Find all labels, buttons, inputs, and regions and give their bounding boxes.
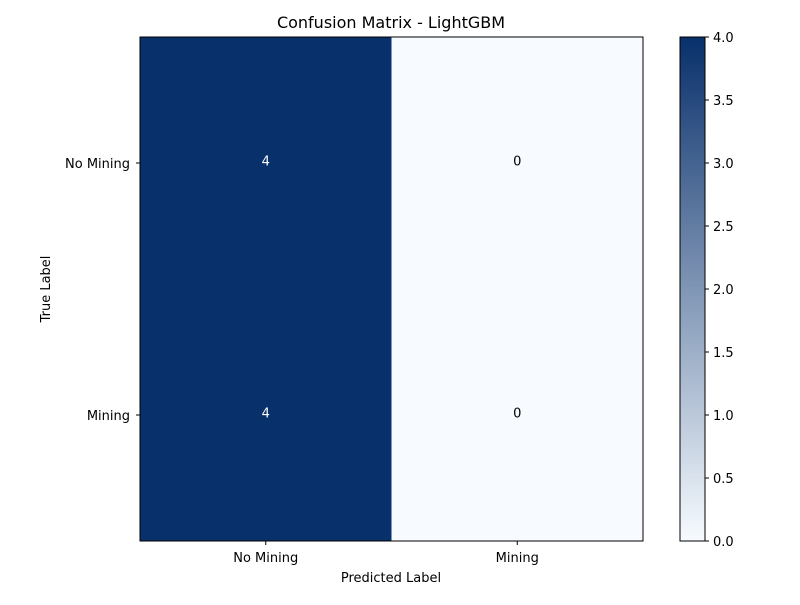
- heatmap-cell-r0-c1: [391, 37, 644, 290]
- colorbar-tick-label: 4.0: [713, 31, 734, 46]
- colorbar-tick-label: 3.5: [713, 94, 734, 109]
- heatmap-cells: [140, 37, 644, 542]
- cell-value-label: 4: [262, 155, 270, 170]
- x-tick-label: No Mining: [233, 551, 298, 566]
- x-tick-label: Mining: [496, 551, 539, 566]
- cell-value-label: 0: [513, 155, 521, 170]
- colorbar-tick-label: 1.5: [713, 346, 734, 361]
- heatmap-cell-labels: 4 0 4 0: [262, 155, 522, 422]
- colorbar-tick-label: 1.0: [713, 409, 734, 424]
- plot-frame: [139, 36, 644, 542]
- x-axis-label: Predicted Label: [341, 571, 441, 586]
- heatmap-axes: No Mining Mining No Mining Mining: [65, 36, 644, 566]
- colorbar-tick-label: 3.0: [713, 157, 734, 172]
- heatmap-cell-r1-c0: [140, 289, 392, 542]
- cell-value-label: 4: [262, 407, 270, 422]
- colorbar-tick-label: 2.5: [713, 220, 734, 235]
- colorbar: 0.0 0.5 1.0 1.5 2.0 2.5 3.0 3.5 4.0: [679, 31, 734, 550]
- y-axis-label: True Label: [39, 256, 54, 324]
- colorbar-gradient: [679, 36, 706, 542]
- colorbar-tick-label: 0.5: [713, 472, 734, 487]
- y-tick-label: No Mining: [65, 157, 130, 172]
- colorbar-tick-label: 2.0: [713, 283, 734, 298]
- cell-value-label: 0: [513, 407, 521, 422]
- colorbar-tick-label: 0.0: [713, 535, 734, 550]
- heatmap-cell-r0-c0: [140, 37, 392, 290]
- y-tick-label: Mining: [87, 409, 130, 424]
- heatmap-cell-r1-c1: [391, 289, 644, 542]
- chart-title: Confusion Matrix - LightGBM: [277, 13, 505, 32]
